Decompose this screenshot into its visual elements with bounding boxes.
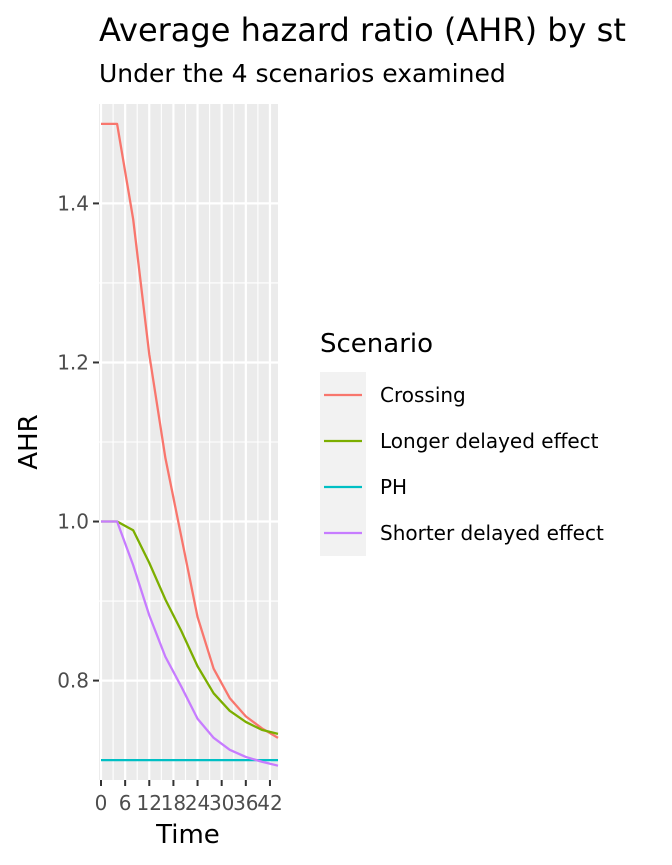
x-tick-label: 18 (161, 791, 186, 815)
y-tick-label: 1.2 (57, 350, 89, 374)
series-line-longer-delayed-effect (101, 520, 279, 735)
x-tick-label: 42 (257, 791, 282, 815)
series-lines (101, 122, 279, 767)
x-axis-label: Time (155, 820, 220, 850)
series-line-crossing (101, 122, 279, 739)
legend-label: Longer delayed effect (380, 429, 599, 453)
y-tick-label: 1.4 (57, 191, 89, 215)
chart-subtitle: Under the 4 scenarios examined (99, 59, 506, 88)
legend-label: Crossing (380, 383, 466, 407)
grid-minor (99, 104, 278, 780)
legend-label: PH (380, 475, 407, 499)
x-tick-label: 6 (119, 791, 132, 815)
y-axis: 0.8 1.0 1.2 1.4 (57, 191, 99, 693)
y-axis-label: AHR (14, 414, 44, 469)
x-tick-label: 0 (95, 791, 108, 815)
x-tick-label: 30 (209, 791, 234, 815)
legend-label: Shorter delayed effect (380, 521, 604, 545)
legend: Scenario Crossing Longer delayed effect PH… (320, 329, 604, 556)
x-tick-label: 12 (137, 791, 162, 815)
legend-title: Scenario (320, 329, 433, 359)
x-tick-label: 36 (233, 791, 258, 815)
y-tick-label: 1.0 (57, 510, 89, 534)
legend-key-background (320, 372, 366, 556)
chart-title: Average hazard ratio (AHR) by st (99, 11, 626, 49)
series-line-shorter-delayed-effect (101, 520, 279, 767)
y-tick-label: 0.8 (57, 669, 89, 693)
x-tick-label: 24 (185, 791, 210, 815)
